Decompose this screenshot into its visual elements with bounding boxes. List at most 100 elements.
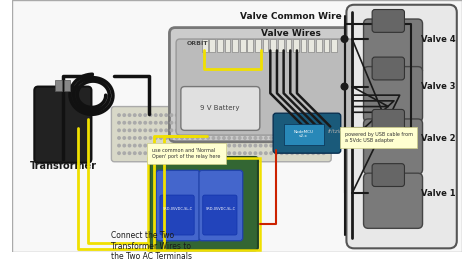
Circle shape xyxy=(322,114,325,116)
Circle shape xyxy=(317,144,319,147)
Circle shape xyxy=(281,152,283,154)
Circle shape xyxy=(144,122,146,124)
Text: Valve 4: Valve 4 xyxy=(420,34,455,43)
FancyBboxPatch shape xyxy=(372,164,404,187)
Circle shape xyxy=(128,114,131,116)
Circle shape xyxy=(202,152,204,154)
Circle shape xyxy=(296,114,299,116)
Circle shape xyxy=(202,122,204,124)
Circle shape xyxy=(312,137,314,139)
Circle shape xyxy=(128,122,131,124)
Circle shape xyxy=(160,129,162,132)
Circle shape xyxy=(181,144,183,147)
Circle shape xyxy=(196,144,199,147)
Circle shape xyxy=(254,144,256,147)
FancyBboxPatch shape xyxy=(34,87,91,163)
Circle shape xyxy=(207,144,210,147)
FancyBboxPatch shape xyxy=(156,170,200,241)
Circle shape xyxy=(228,144,230,147)
Circle shape xyxy=(186,137,189,139)
FancyBboxPatch shape xyxy=(372,10,404,32)
Circle shape xyxy=(218,122,220,124)
Text: fritzing: fritzing xyxy=(327,129,346,134)
Circle shape xyxy=(181,137,183,139)
Circle shape xyxy=(249,137,251,139)
Circle shape xyxy=(249,144,251,147)
Circle shape xyxy=(233,129,236,132)
Circle shape xyxy=(233,137,236,139)
Circle shape xyxy=(196,129,199,132)
Circle shape xyxy=(275,114,278,116)
Text: use common and 'Normal
Open' port of the relay here: use common and 'Normal Open' port of the… xyxy=(152,148,221,159)
Circle shape xyxy=(244,152,246,154)
Circle shape xyxy=(149,152,152,154)
Circle shape xyxy=(291,137,293,139)
FancyBboxPatch shape xyxy=(372,109,404,132)
Circle shape xyxy=(170,129,173,132)
Circle shape xyxy=(149,137,152,139)
Circle shape xyxy=(118,144,120,147)
Circle shape xyxy=(259,114,262,116)
Text: NodeMCU
v2.x: NodeMCU v2.x xyxy=(293,130,314,138)
Circle shape xyxy=(139,129,141,132)
Circle shape xyxy=(312,122,314,124)
Circle shape xyxy=(212,152,215,154)
Bar xyxy=(293,39,299,52)
Circle shape xyxy=(196,137,199,139)
Circle shape xyxy=(322,137,325,139)
Circle shape xyxy=(207,122,210,124)
Circle shape xyxy=(228,114,230,116)
FancyBboxPatch shape xyxy=(169,28,360,142)
Circle shape xyxy=(218,137,220,139)
Circle shape xyxy=(160,144,162,147)
Circle shape xyxy=(259,152,262,154)
Text: SRD-05VDC-SL-C: SRD-05VDC-SL-C xyxy=(163,207,193,211)
Circle shape xyxy=(212,137,215,139)
Circle shape xyxy=(155,114,157,116)
Circle shape xyxy=(128,144,131,147)
Circle shape xyxy=(175,129,178,132)
Text: Valve 1: Valve 1 xyxy=(420,189,455,198)
Circle shape xyxy=(118,137,120,139)
Circle shape xyxy=(275,137,278,139)
Circle shape xyxy=(218,144,220,147)
FancyBboxPatch shape xyxy=(199,170,243,241)
Circle shape xyxy=(291,129,293,132)
Circle shape xyxy=(134,144,136,147)
Bar xyxy=(210,39,215,52)
Circle shape xyxy=(301,122,304,124)
Circle shape xyxy=(139,114,141,116)
Circle shape xyxy=(264,152,267,154)
Circle shape xyxy=(291,122,293,124)
Text: Valve 2: Valve 2 xyxy=(420,134,455,143)
Circle shape xyxy=(270,122,273,124)
Text: powered by USB cable from
a 5Vdc USB adapter: powered by USB cable from a 5Vdc USB ada… xyxy=(345,132,412,143)
FancyBboxPatch shape xyxy=(364,19,422,74)
Circle shape xyxy=(296,152,299,154)
Circle shape xyxy=(254,129,256,132)
Text: Transformer: Transformer xyxy=(29,161,96,171)
Circle shape xyxy=(296,144,299,147)
Circle shape xyxy=(123,122,126,124)
Circle shape xyxy=(165,144,167,147)
FancyBboxPatch shape xyxy=(364,173,422,228)
Circle shape xyxy=(296,137,299,139)
Circle shape xyxy=(175,122,178,124)
Circle shape xyxy=(259,122,262,124)
Circle shape xyxy=(218,152,220,154)
Circle shape xyxy=(175,144,178,147)
Bar xyxy=(225,39,230,52)
Text: SRD-05VDC-SL-C: SRD-05VDC-SL-C xyxy=(206,207,236,211)
Circle shape xyxy=(155,137,157,139)
Circle shape xyxy=(317,152,319,154)
Circle shape xyxy=(322,129,325,132)
Circle shape xyxy=(317,137,319,139)
Circle shape xyxy=(233,152,236,154)
Circle shape xyxy=(281,114,283,116)
Circle shape xyxy=(233,122,236,124)
Circle shape xyxy=(155,152,157,154)
Circle shape xyxy=(144,137,146,139)
Circle shape xyxy=(223,122,225,124)
Circle shape xyxy=(317,114,319,116)
Circle shape xyxy=(212,144,215,147)
